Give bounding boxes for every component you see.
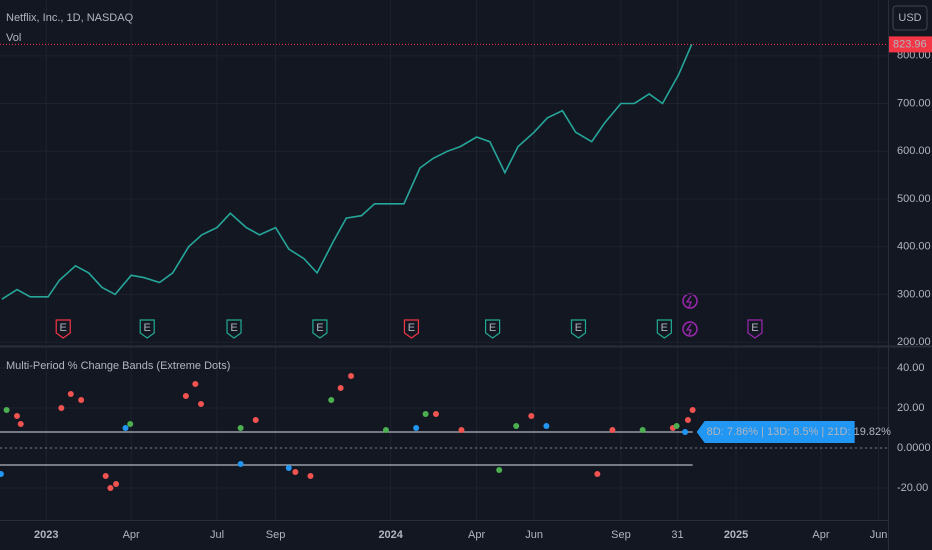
currency-box xyxy=(892,5,928,31)
earnings-label: E xyxy=(316,322,323,334)
dot xyxy=(3,407,10,413)
earnings-label: E xyxy=(60,322,67,334)
dot xyxy=(413,425,420,431)
earnings-marker xyxy=(747,319,763,339)
earnings-label: E xyxy=(575,322,582,334)
pane-title: Netflix, Inc., 1D, NASDAQ xyxy=(6,12,134,24)
x-tick-label: Jun xyxy=(870,529,888,541)
dot xyxy=(237,425,244,431)
x-tick-label: 2023 xyxy=(34,529,58,541)
x-tick-label: Jul xyxy=(210,529,224,541)
dot xyxy=(113,481,120,487)
dot xyxy=(237,461,244,467)
currency: USD xyxy=(898,12,921,24)
last-price-box xyxy=(889,36,932,53)
dot xyxy=(307,473,314,479)
y-tick-label: 400.00 xyxy=(897,241,931,253)
dot xyxy=(382,427,389,433)
dot xyxy=(127,421,134,427)
pane-title: Multi-Period % Change Bands (Extreme Dot… xyxy=(6,360,230,372)
dot xyxy=(0,471,4,477)
dot xyxy=(252,417,259,423)
earnings-marker xyxy=(312,319,328,339)
earnings-marker xyxy=(403,319,420,339)
x-tick-label: 2025 xyxy=(724,529,748,541)
earnings-marker xyxy=(570,319,587,339)
dot xyxy=(182,393,189,399)
y-tick-label: 600.00 xyxy=(897,145,931,157)
dot xyxy=(639,427,646,433)
dot xyxy=(67,391,74,397)
dot xyxy=(496,467,503,473)
dot xyxy=(328,397,335,403)
y-tick-label: 40.00 xyxy=(897,362,925,374)
dot xyxy=(192,381,199,387)
dot xyxy=(432,411,439,417)
dot xyxy=(682,429,689,435)
x-tick-label: Apr xyxy=(468,529,485,541)
earnings-label: E xyxy=(661,322,668,334)
earnings-marker xyxy=(484,319,501,339)
y-tick-label: 200.00 xyxy=(897,336,931,348)
earnings-label: E xyxy=(144,322,151,334)
dot xyxy=(58,405,65,411)
dot xyxy=(337,385,344,391)
last-price-label: 823.96 xyxy=(893,38,927,50)
y-tick-label: 20.00 xyxy=(897,402,925,414)
x-tick-label: 31 xyxy=(671,529,683,541)
earnings-marker xyxy=(226,319,242,339)
earnings-label: E xyxy=(751,322,758,334)
dot xyxy=(673,423,680,429)
y-tick-label: 800.00 xyxy=(897,50,931,62)
dot xyxy=(543,423,550,429)
price-line xyxy=(1,44,693,300)
dot xyxy=(684,417,691,423)
dot xyxy=(513,423,520,429)
dot xyxy=(292,469,299,475)
value-label: 8D: 7.86% | 13D: 8.5% | 21D: 19.82% xyxy=(707,426,891,438)
indicator-label: Vol xyxy=(6,32,21,44)
dot xyxy=(198,401,205,407)
x-tick-label: Sep xyxy=(611,529,631,541)
dot xyxy=(348,373,355,379)
dot xyxy=(528,413,535,419)
x-tick-label: Apr xyxy=(123,529,140,541)
x-tick-label: Sep xyxy=(266,529,286,541)
dot xyxy=(609,427,616,433)
y-tick-label: 300.00 xyxy=(897,288,931,300)
dot xyxy=(285,465,292,471)
y-tick-label: -20.00 xyxy=(897,482,928,494)
earnings-label: E xyxy=(408,322,415,334)
dot xyxy=(13,413,20,419)
x-tick-label: 2024 xyxy=(378,529,403,541)
dot xyxy=(122,425,129,431)
earnings-label: E xyxy=(489,322,496,334)
dot xyxy=(422,411,429,417)
y-tick-label: 700.00 xyxy=(897,97,931,109)
dot xyxy=(17,421,24,427)
x-tick-label: Apr xyxy=(812,529,829,541)
dot xyxy=(689,407,696,413)
earnings-marker xyxy=(656,319,672,339)
dot xyxy=(458,427,465,433)
value-label-box xyxy=(696,421,855,443)
y-tick-label: 0.0000 xyxy=(897,442,931,454)
x-tick-label: Jun xyxy=(525,529,543,541)
earnings-marker xyxy=(139,319,155,339)
dot xyxy=(78,397,85,403)
earnings-marker xyxy=(55,319,71,339)
dot xyxy=(594,471,601,477)
dot xyxy=(102,473,109,479)
y-tick-label: 500.00 xyxy=(897,193,931,205)
earnings-label: E xyxy=(230,322,237,334)
dot xyxy=(107,485,114,491)
